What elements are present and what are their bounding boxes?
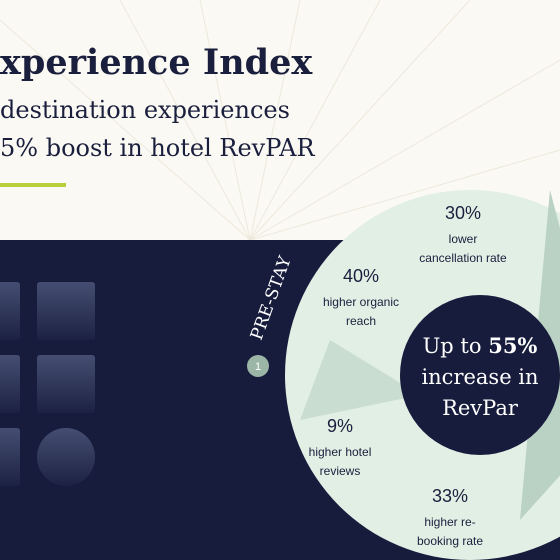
stage-badge <box>247 355 269 377</box>
stat-value: 33% <box>432 486 468 506</box>
center-prefix: Up to <box>423 334 482 358</box>
stat-label: higher hotel <box>309 445 372 459</box>
stat-label: higher organic <box>323 295 399 309</box>
stat-label: higher re- <box>424 515 475 529</box>
stat-value: 30% <box>445 203 481 223</box>
center-line: RevPar <box>442 396 519 420</box>
subtitle: 5% boost in hotel RevPAR <box>0 134 315 162</box>
stat-label: booking rate <box>417 534 483 548</box>
stat-label: lower <box>449 232 478 246</box>
accent-line <box>0 183 66 187</box>
title: xperience Index <box>0 42 313 83</box>
stat-value: 40% <box>343 266 379 286</box>
stage-number: 1 <box>255 361 261 373</box>
stats: 30% lower cancellation rate 40% higher organ… <box>309 203 507 548</box>
stat-label: reach <box>346 314 376 328</box>
wedge <box>300 340 420 420</box>
center-line: increase in <box>421 365 538 389</box>
stat-value: 9% <box>327 416 353 436</box>
stat-label: reviews <box>320 464 361 478</box>
decor-squares <box>0 282 95 486</box>
stat-label: cancellation rate <box>419 251 507 265</box>
center-circle <box>400 295 560 455</box>
center-line: Up to 55% <box>423 333 538 358</box>
center-highlight: 55% <box>488 333 537 358</box>
rays <box>0 0 560 241</box>
subtitle: destination experiences <box>0 96 290 124</box>
